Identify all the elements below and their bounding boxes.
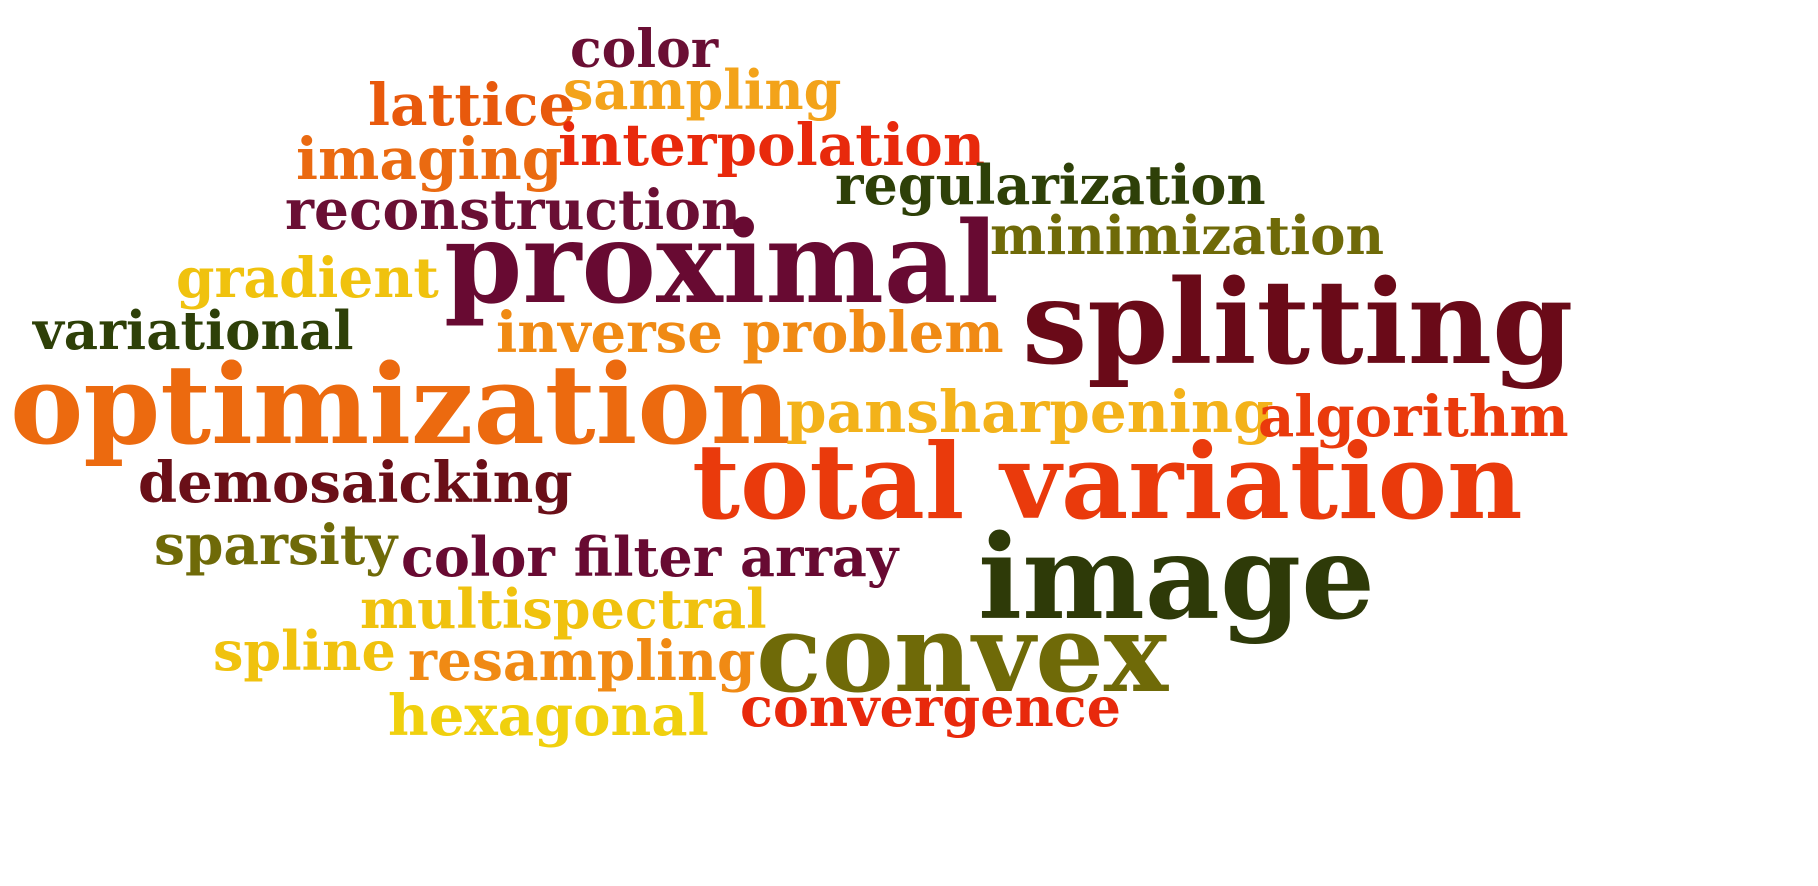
word-variational: variational: [33, 300, 354, 362]
word-demosaicking: demosaicking: [138, 450, 573, 516]
word-image: image: [978, 510, 1375, 646]
word-inverse-problem: inverse problem: [496, 300, 1004, 366]
word-reconstruction: reconstruction: [285, 177, 741, 242]
word-color-filter-array: color filter array: [401, 525, 899, 589]
word-imaging: imaging: [296, 125, 563, 193]
word-optimization: optimization: [10, 340, 791, 469]
word-minimization: minimization: [990, 205, 1385, 267]
word-splitting: splitting: [1022, 255, 1574, 391]
word-algorithm: algorithm: [1258, 384, 1569, 450]
word-resampling: resampling: [408, 628, 756, 693]
word-proximal: proximal: [444, 198, 999, 329]
word-spline: spline: [213, 619, 396, 683]
word-gradient: gradient: [176, 245, 439, 310]
word-total-variation: total variation: [692, 420, 1523, 543]
word-lattice: lattice: [368, 71, 576, 139]
word-interpolation: interpolation: [558, 111, 985, 179]
word-color: color: [570, 19, 719, 80]
word-sampling: sampling: [563, 58, 842, 122]
word-convex: convex: [756, 591, 1169, 717]
word-pansharpening: pansharpening: [786, 378, 1274, 446]
word-regularization: regularization: [835, 153, 1266, 217]
word-multispectral: multispectral: [360, 577, 767, 641]
word-hexagonal: hexagonal: [388, 683, 709, 749]
word-sparsity: sparsity: [154, 512, 398, 577]
word-convergence: convergence: [740, 675, 1121, 739]
